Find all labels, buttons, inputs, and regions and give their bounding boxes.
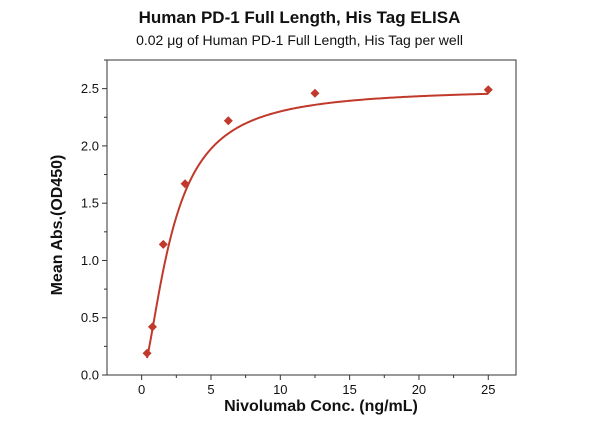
data-point — [223, 116, 233, 126]
y-axis-label: Mean Abs.(OD450) — [49, 155, 66, 296]
fit-curve — [146, 92, 489, 359]
y-tick-label: 1.0 — [81, 253, 99, 268]
x-tick-label: 10 — [273, 382, 287, 397]
data-point — [142, 348, 152, 358]
plot-frame — [106, 59, 517, 376]
chart-title: Human PD-1 Full Length, His Tag ELISA — [138, 8, 461, 27]
chart-subtitle: 0.02 μg of Human PD-1 Full Length, His T… — [136, 32, 463, 48]
x-tick-label: 0 — [138, 382, 145, 397]
y-tick-label: 2.5 — [81, 81, 99, 96]
data-point — [310, 88, 320, 98]
data-point — [147, 322, 157, 332]
x-tick-label: 20 — [412, 382, 426, 397]
x-tick-label: 25 — [481, 382, 495, 397]
axes — [106, 59, 517, 376]
y-tick-label: 2.0 — [81, 138, 99, 153]
x-ticks: 0 5 10 15 20 25 — [138, 375, 496, 397]
x-tick-label: 5 — [207, 382, 214, 397]
x-tick-label: 15 — [342, 382, 356, 397]
y-tick-label: 0.5 — [81, 310, 99, 325]
x-axis-label: Nivolumab Conc. (ng/mL) — [224, 398, 418, 415]
y-tick-label: 0.0 — [81, 368, 99, 383]
data-points — [142, 85, 493, 358]
y-ticks: 0.0 0.5 1.0 1.5 2.0 2.5 — [81, 59, 107, 383]
data-point — [180, 179, 190, 189]
data-point — [158, 239, 168, 249]
data-point — [483, 85, 493, 95]
y-tick-label: 1.5 — [81, 196, 99, 211]
